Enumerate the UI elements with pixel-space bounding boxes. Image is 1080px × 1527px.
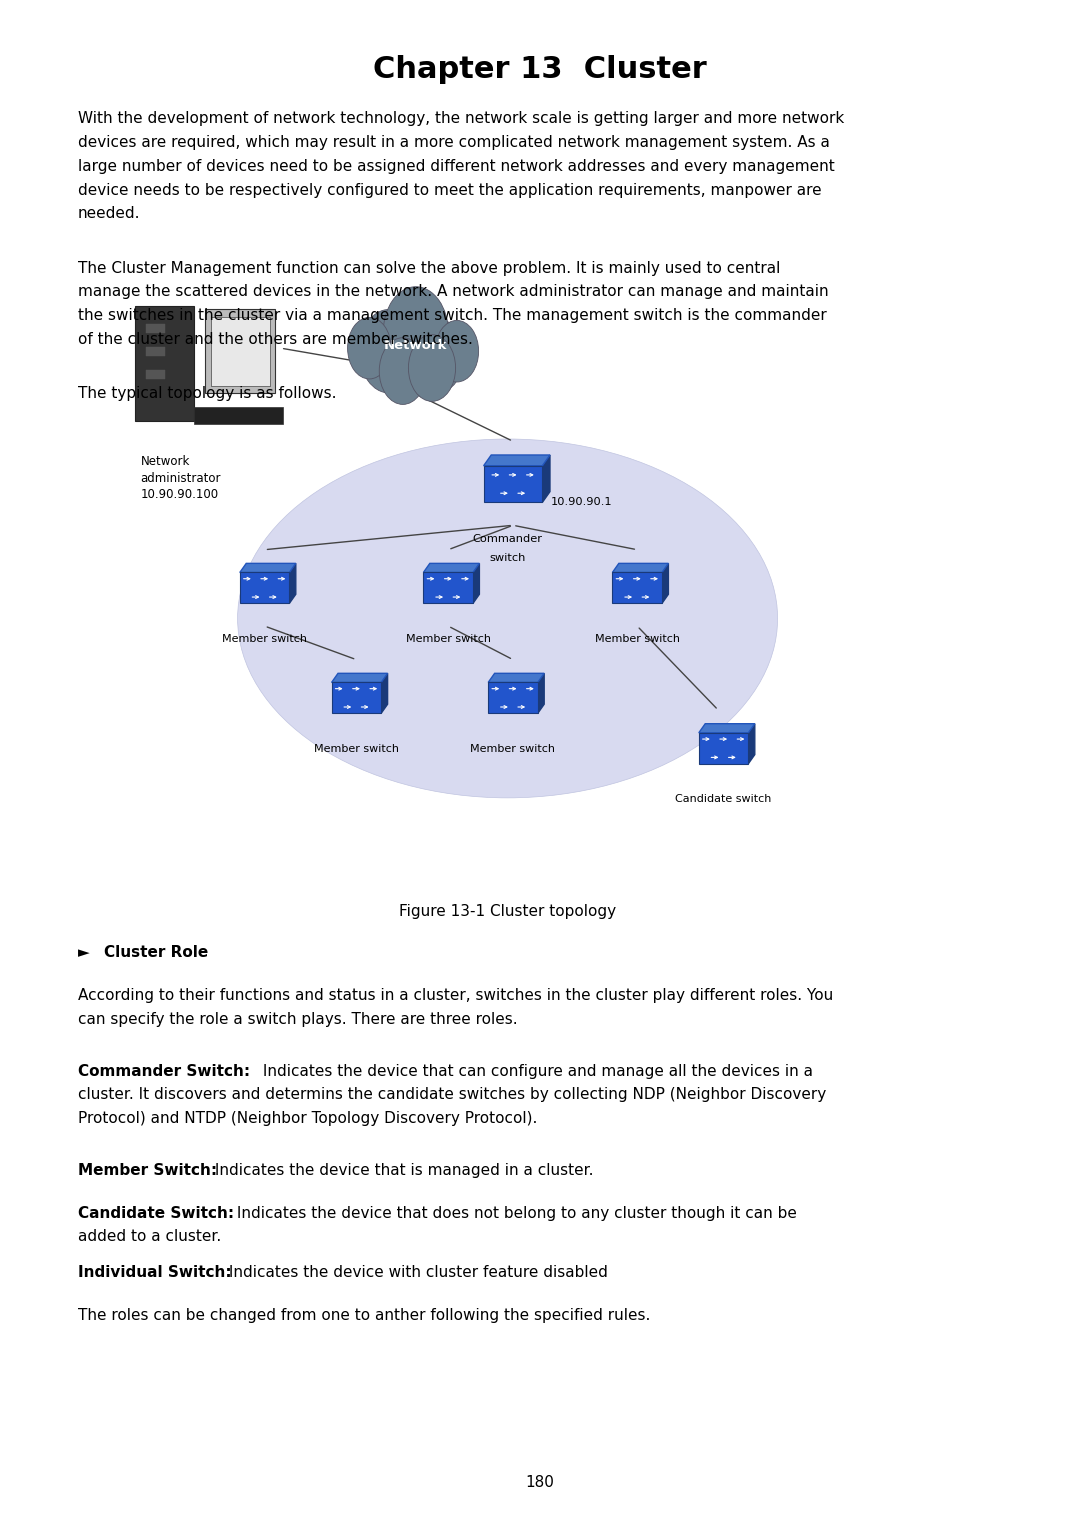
FancyBboxPatch shape <box>332 683 381 713</box>
Polygon shape <box>484 455 550 466</box>
Circle shape <box>408 334 456 402</box>
Text: Indicates the device that is managed in a cluster.: Indicates the device that is managed in … <box>210 1164 593 1177</box>
Text: Protocol) and NTDP (Neighbor Topology Discovery Protocol).: Protocol) and NTDP (Neighbor Topology Di… <box>78 1112 537 1125</box>
FancyBboxPatch shape <box>240 573 289 603</box>
Polygon shape <box>748 724 755 764</box>
Polygon shape <box>381 673 388 713</box>
Text: Chapter 13  Cluster: Chapter 13 Cluster <box>373 55 707 84</box>
Polygon shape <box>423 563 480 573</box>
Text: Candidate Switch:: Candidate Switch: <box>78 1206 234 1220</box>
Polygon shape <box>612 563 669 573</box>
Circle shape <box>360 310 418 392</box>
FancyBboxPatch shape <box>194 406 283 423</box>
Text: Candidate switch: Candidate switch <box>675 794 772 805</box>
Text: Cluster Role: Cluster Role <box>104 945 208 960</box>
Ellipse shape <box>238 440 778 797</box>
FancyBboxPatch shape <box>488 683 538 713</box>
FancyBboxPatch shape <box>146 324 165 333</box>
FancyBboxPatch shape <box>423 573 473 603</box>
Text: ►: ► <box>78 945 99 960</box>
FancyBboxPatch shape <box>146 370 165 379</box>
Text: 10.90.90.1: 10.90.90.1 <box>551 498 612 507</box>
Text: manage the scattered devices in the network. A network administrator can manage : manage the scattered devices in the netw… <box>78 284 828 299</box>
Text: Member switch: Member switch <box>222 634 307 644</box>
Text: needed.: needed. <box>78 206 140 221</box>
Text: With the development of network technology, the network scale is getting larger : With the development of network technolo… <box>78 111 843 127</box>
FancyBboxPatch shape <box>612 573 662 603</box>
Circle shape <box>411 319 463 392</box>
Text: device needs to be respectively configured to meet the application requirements,: device needs to be respectively configur… <box>78 183 822 197</box>
Text: the switches in the cluster via a management switch. The management switch is th: the switches in the cluster via a manage… <box>78 308 826 324</box>
Text: Indicates the device that does not belong to any cluster though it can be: Indicates the device that does not belon… <box>232 1206 797 1220</box>
Text: The typical topology is as follows.: The typical topology is as follows. <box>78 386 336 402</box>
Polygon shape <box>699 724 755 733</box>
Text: The Cluster Management function can solve the above problem. It is mainly used t: The Cluster Management function can solv… <box>78 261 780 276</box>
Circle shape <box>379 337 427 405</box>
Text: Network: Network <box>384 339 447 351</box>
Text: added to a cluster.: added to a cluster. <box>78 1229 221 1245</box>
Text: Figure 13-1 Cluster topology: Figure 13-1 Cluster topology <box>399 904 617 919</box>
Text: cluster. It discovers and determins the candidate switches by collecting NDP (Ne: cluster. It discovers and determins the … <box>78 1087 826 1102</box>
Text: can specify the role a switch plays. There are three roles.: can specify the role a switch plays. The… <box>78 1011 517 1026</box>
FancyBboxPatch shape <box>211 316 270 385</box>
Text: large number of devices need to be assigned different network addresses and ever: large number of devices need to be assig… <box>78 159 835 174</box>
Text: Indicates the device that can configure and manage all the devices in a: Indicates the device that can configure … <box>258 1064 813 1078</box>
Text: Commander: Commander <box>473 534 542 545</box>
Text: switch: switch <box>489 553 526 563</box>
Text: Member switch: Member switch <box>314 744 399 754</box>
Text: devices are required, which may result in a more complicated network management : devices are required, which may result i… <box>78 136 829 150</box>
Text: of the cluster and the others are member switches.: of the cluster and the others are member… <box>78 331 473 347</box>
Polygon shape <box>538 673 544 713</box>
Text: 180: 180 <box>526 1475 554 1490</box>
FancyBboxPatch shape <box>699 733 748 764</box>
Text: Indicates the device with cluster feature disabled: Indicates the device with cluster featur… <box>224 1264 607 1280</box>
Text: Commander Switch:: Commander Switch: <box>78 1064 249 1078</box>
Text: According to their functions and status in a cluster, switches in the cluster pl: According to their functions and status … <box>78 988 833 1003</box>
Circle shape <box>435 321 478 382</box>
FancyBboxPatch shape <box>146 347 165 356</box>
Text: Member switch: Member switch <box>406 634 490 644</box>
Polygon shape <box>488 673 544 683</box>
Text: The roles can be changed from one to anther following the specified rules.: The roles can be changed from one to ant… <box>78 1307 650 1322</box>
Circle shape <box>348 318 391 379</box>
Polygon shape <box>332 673 388 683</box>
Text: Member switch: Member switch <box>471 744 555 754</box>
Polygon shape <box>542 455 550 502</box>
Circle shape <box>383 287 448 379</box>
FancyBboxPatch shape <box>484 466 542 502</box>
Text: Individual Switch:: Individual Switch: <box>78 1264 231 1280</box>
Polygon shape <box>240 563 296 573</box>
Polygon shape <box>473 563 480 603</box>
Text: Network
administrator
10.90.90.100: Network administrator 10.90.90.100 <box>140 455 221 501</box>
Polygon shape <box>662 563 669 603</box>
Text: Member switch: Member switch <box>595 634 679 644</box>
Polygon shape <box>289 563 296 603</box>
Text: Member Switch:: Member Switch: <box>78 1164 217 1177</box>
FancyBboxPatch shape <box>135 305 194 420</box>
FancyBboxPatch shape <box>205 308 275 392</box>
